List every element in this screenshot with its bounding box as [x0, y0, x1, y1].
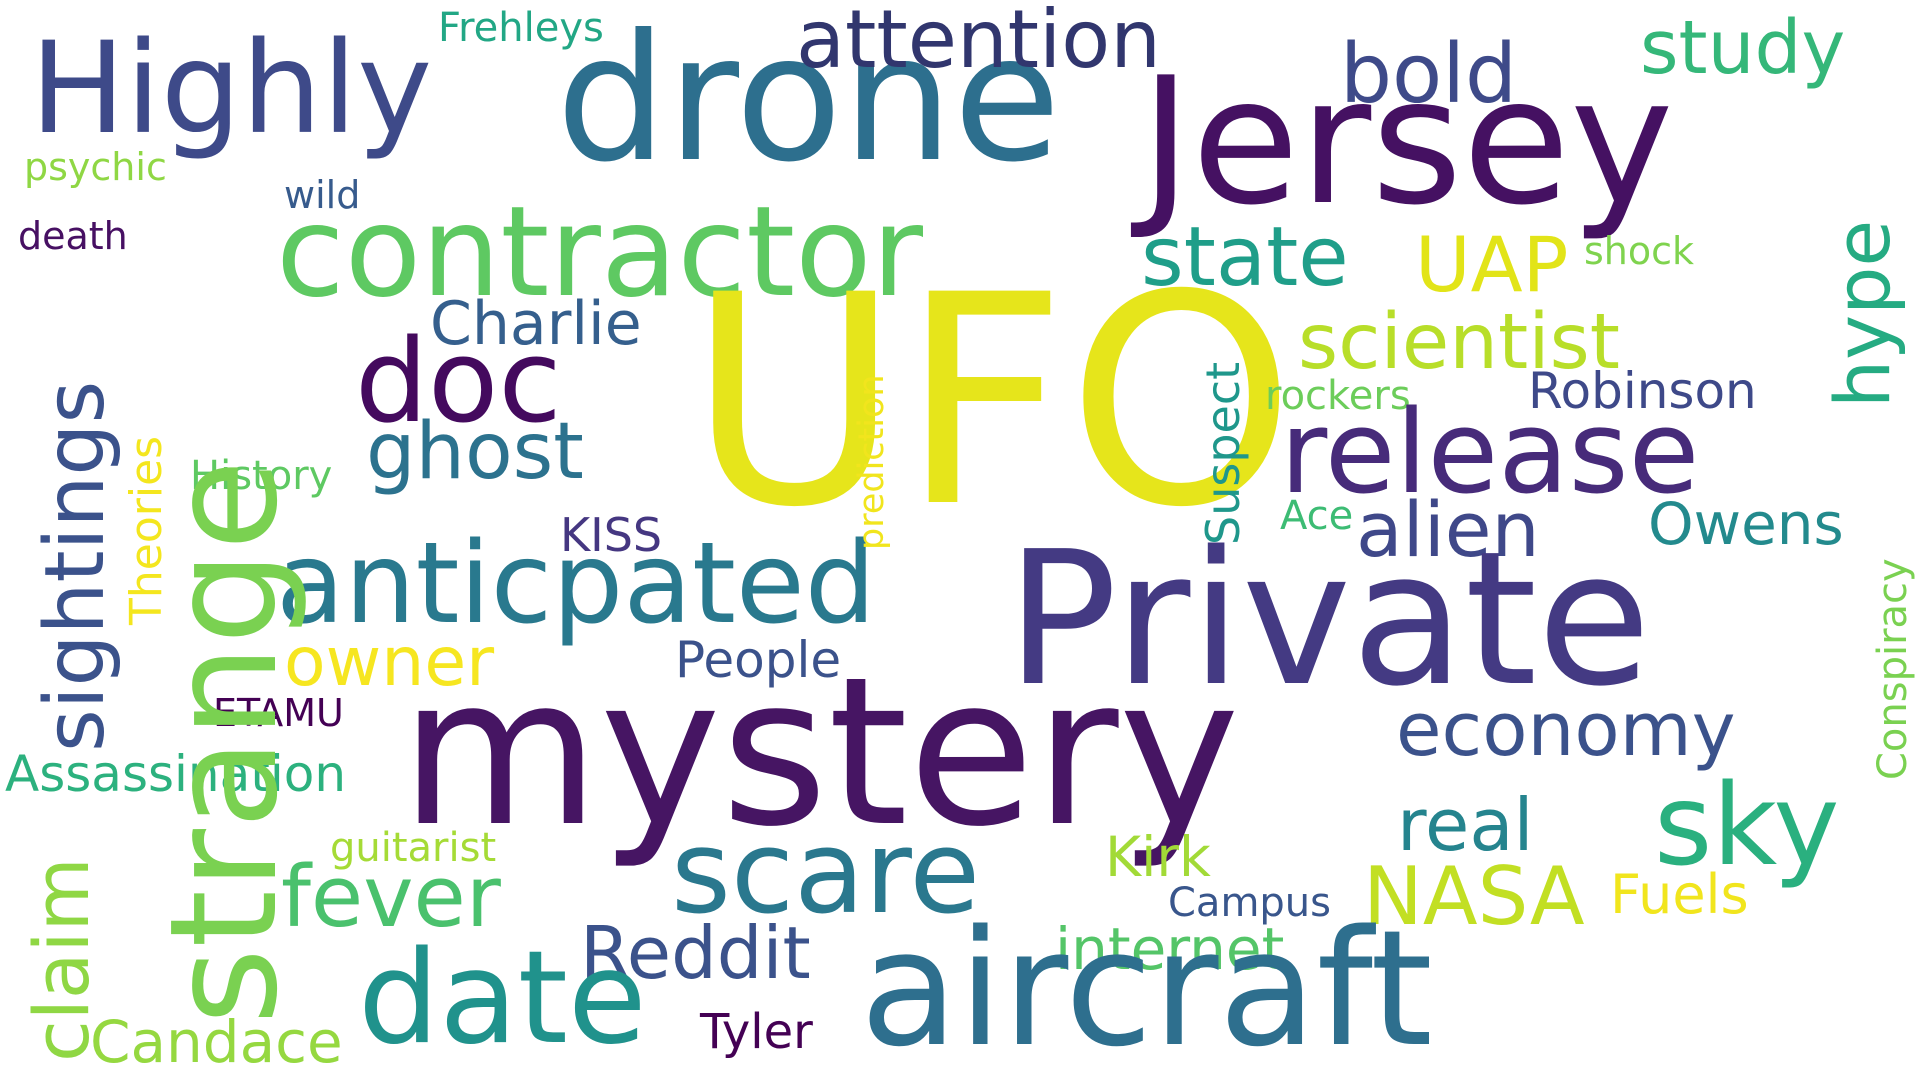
word-fever: fever [281, 848, 501, 947]
word-assassination: Assassination [5, 745, 347, 803]
word-candace: Candace [90, 1008, 343, 1076]
word-wild: wild [284, 173, 361, 217]
word-mystery: mystery [400, 634, 1240, 872]
word-people: People [675, 631, 842, 689]
word-kirk: Kirk [1105, 825, 1211, 889]
word-hype: hype [1818, 219, 1907, 408]
word-anticpated: anticpated [276, 519, 876, 649]
word-scientist: scientist [1298, 298, 1620, 387]
word-charlie: Charlie [430, 289, 642, 359]
word-doc: doc [355, 315, 562, 449]
word-contractor: contractor [276, 180, 924, 325]
word-internet: internet [1055, 915, 1285, 983]
word-frehleys: Frehleys [438, 5, 604, 51]
word-sky: sky [1654, 761, 1840, 891]
word-prediction: prediction [852, 374, 892, 550]
word-attention: attention [796, 0, 1161, 86]
word-economy: economy [1396, 687, 1736, 773]
word-etamu: ETAMU [213, 691, 344, 735]
word-sightings: sightings [28, 380, 123, 752]
word-highly: Highly [30, 14, 433, 162]
word-state: state [1141, 210, 1349, 305]
word-private: Private [1006, 511, 1651, 727]
word-scare: scare [671, 806, 981, 940]
word-aircraft: aircraft [860, 895, 1433, 1080]
word-ufo: UFO [688, 234, 1296, 571]
word-jersey: Jersey [1140, 41, 1674, 244]
word-owner: owner [284, 623, 495, 702]
word-date: date [358, 924, 647, 1073]
word-shock: shock [1584, 229, 1695, 273]
word-ace: Ace [1280, 493, 1354, 539]
word-rockers: rockers [1265, 373, 1411, 419]
word-guitarist: guitarist [330, 825, 497, 871]
word-history: History [190, 453, 333, 499]
word-drone: drone [556, 0, 1061, 201]
word-alien: alien [1356, 485, 1540, 574]
word-robinson: Robinson [1528, 362, 1757, 420]
word-theories: Theories [121, 435, 172, 625]
word-death: death [18, 214, 128, 258]
word-campus: Campus [1168, 880, 1331, 926]
word-release: release [1280, 386, 1700, 520]
word-psychic: psychic [24, 145, 167, 189]
word-ghost: ghost [366, 407, 584, 497]
word-nasa: NASA [1363, 850, 1585, 943]
word-conspiracy: Conspiracy [1870, 558, 1916, 780]
word-suspect: Suspect [1196, 361, 1250, 545]
word-tyler: Tyler [700, 1004, 813, 1060]
word-owens: Owens [1648, 490, 1844, 558]
word-strange: strange [138, 459, 310, 1025]
word-study: study [1640, 5, 1846, 91]
word-bold: bold [1340, 27, 1518, 122]
word-fuels: Fuels [1610, 863, 1749, 926]
word-kiss: KISS [560, 508, 663, 562]
word-reddit: Reddit [580, 911, 811, 995]
word-claim: claim [17, 857, 106, 1062]
word-uap: UAP [1415, 220, 1569, 309]
word-real: real [1397, 783, 1534, 867]
